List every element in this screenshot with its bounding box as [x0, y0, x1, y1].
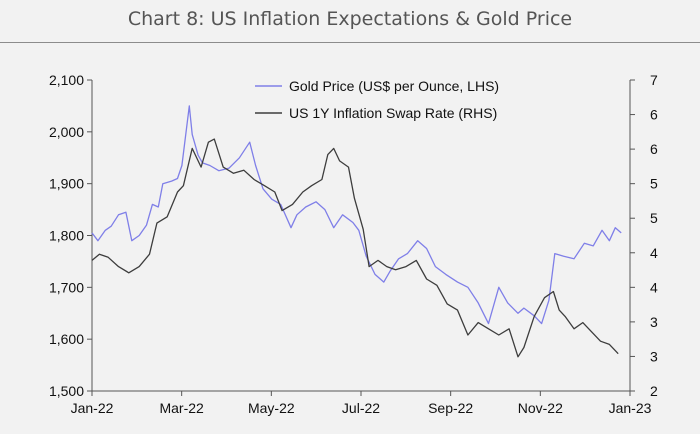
legend-label-gold: Gold Price (US$ per Ounce, LHS): [289, 78, 499, 94]
legend-label-swap: US 1Y Inflation Swap Rate (RHS): [289, 105, 497, 121]
right-tick-label: 3: [650, 314, 658, 330]
chart-title: Chart 8: US Inflation Expectations & Gol…: [127, 8, 573, 30]
right-tick-label: 2: [650, 383, 658, 399]
left-tick-label: 1,800: [49, 228, 84, 244]
x-tick-label: Nov-22: [518, 400, 563, 416]
left-tick-label: 1,900: [49, 176, 84, 192]
right-tick-label: 5: [650, 176, 658, 192]
title-divider: [0, 42, 700, 43]
right-tick-label: 6: [650, 141, 658, 157]
left-tick-label: 1,700: [49, 279, 84, 295]
right-tick-label: 3: [650, 348, 658, 364]
x-tick-label: Jan-23: [609, 400, 652, 416]
x-tick-label: Jul-22: [342, 400, 380, 416]
x-tick-label: Mar-22: [159, 400, 204, 416]
right-tick-label: 4: [650, 245, 658, 261]
left-tick-label: 2,100: [49, 72, 84, 88]
right-tick-label: 7: [650, 72, 658, 88]
left-tick-label: 1,500: [49, 383, 84, 399]
left-tick-label: 1,600: [49, 331, 84, 347]
right-tick-label: 4: [650, 279, 658, 295]
right-tick-label: 6: [650, 107, 658, 123]
gold-price-line: [91, 105, 622, 325]
x-tick-label: Jan-22: [71, 400, 114, 416]
inflation-swap-line: [91, 138, 619, 358]
left-tick-label: 2,000: [49, 124, 84, 140]
x-tick-label: May-22: [248, 400, 295, 416]
right-tick-label: 5: [650, 210, 658, 226]
x-tick-label: Sep-22: [428, 400, 473, 416]
